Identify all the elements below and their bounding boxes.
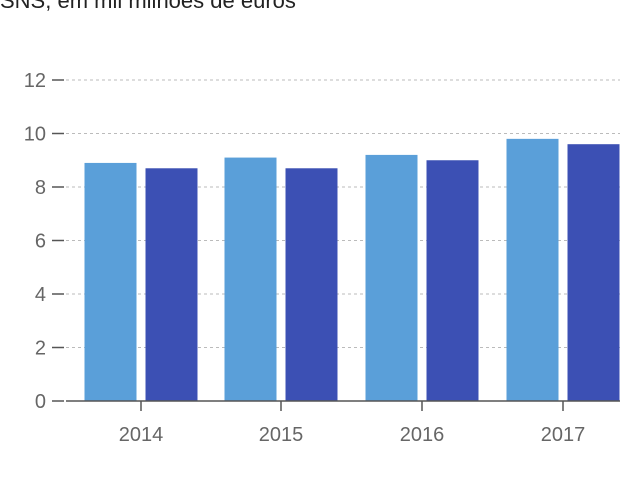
bar-2014-series-1 <box>84 162 137 401</box>
y-tick-label: 10 <box>24 124 46 146</box>
y-tick-label: 4 <box>35 284 46 306</box>
x-tick-label: 2014 <box>119 424 164 446</box>
y-tick-label: 0 <box>35 391 46 413</box>
y-tick-label: 2 <box>35 338 46 360</box>
bar-2017-series-1 <box>506 138 559 401</box>
bar-2017-series-2 <box>567 144 620 401</box>
bar-2016-series-2 <box>426 160 479 401</box>
tick-labels: 0 2 4 6 8 10 12 2014 2015 2016 2017 <box>24 70 586 446</box>
bars <box>84 138 620 401</box>
y-tick-label: 12 <box>24 70 46 92</box>
axes <box>52 79 620 411</box>
y-tick-label: 8 <box>35 177 46 199</box>
bar-2015-series-1 <box>224 157 277 401</box>
x-tick-label: 2015 <box>259 424 304 446</box>
bar-2016-series-1 <box>365 154 418 401</box>
bar-2015-series-2 <box>285 168 338 401</box>
x-tick-label: 2016 <box>400 424 445 446</box>
bar-2014-series-2 <box>145 168 198 401</box>
chart-title: SNS, em mil milhões de euros <box>0 0 296 13</box>
y-tick-label: 6 <box>35 231 46 253</box>
x-tick-label: 2017 <box>541 424 586 446</box>
